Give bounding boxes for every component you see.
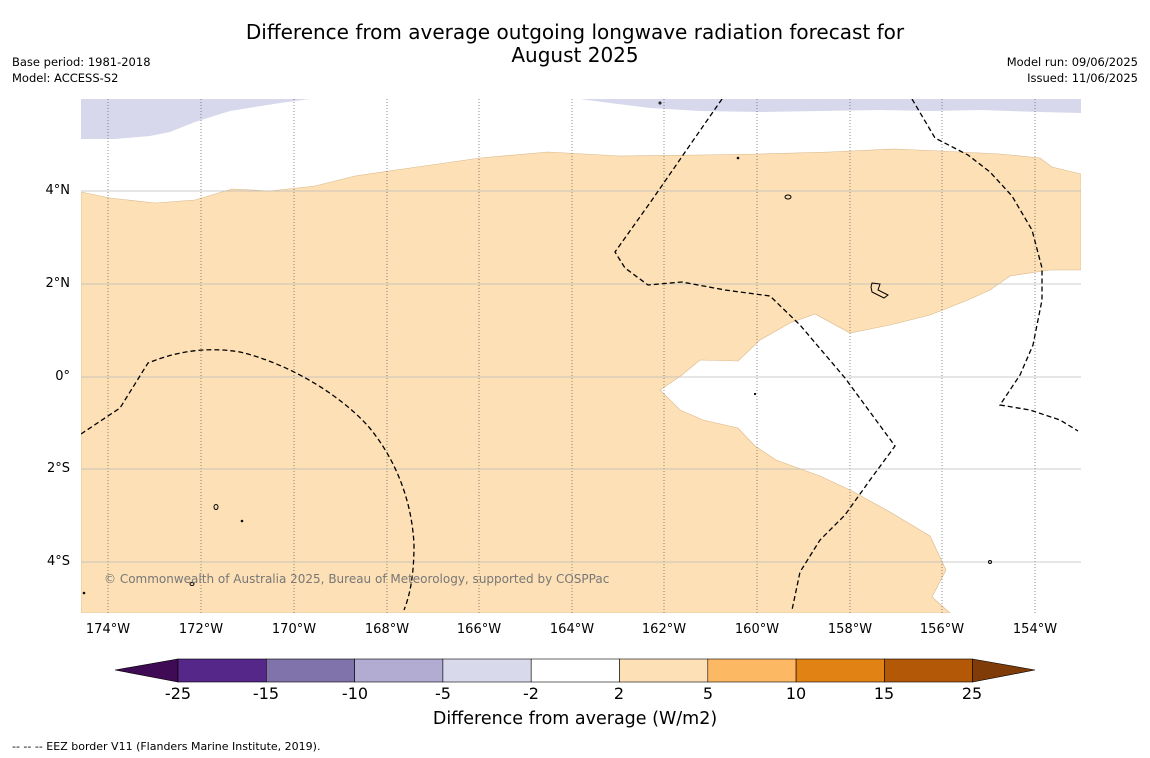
- lon-label: 170°W: [271, 622, 317, 637]
- map-title-line2: August 2025: [511, 43, 639, 67]
- lon-label: 158°W: [827, 622, 873, 637]
- colorbar-tick: -25: [164, 684, 192, 703]
- colorbar-tick: 25: [961, 684, 983, 703]
- island-kiritimati: [870, 282, 889, 299]
- lon-label: 160°W: [734, 622, 780, 637]
- eez-legend-note: -- -- -- EEZ border V11 (Flanders Marine…: [12, 740, 321, 753]
- lon-label: 154°W: [1012, 622, 1058, 637]
- colorbar-segment: [530, 658, 620, 683]
- parallel-gridlines: [81, 190, 1081, 563]
- colorbar-segment: [707, 658, 797, 683]
- colorbar-segment: [177, 658, 267, 683]
- lon-label: 174°W: [85, 622, 131, 637]
- island-small-5: [82, 591, 86, 595]
- islands: [82, 101, 992, 595]
- base-info: Base period: 1981-2018 Model: ACCESS-S2: [12, 54, 151, 86]
- colorbar-tick: 10: [785, 684, 807, 703]
- eez-border-east: [911, 99, 1079, 432]
- map-title-line1: Difference from average outgoing longwav…: [245, 20, 905, 44]
- negative-anomaly-region-west: [81, 99, 310, 139]
- colorbar-title: Difference from average (W/m2): [432, 709, 718, 729]
- issued-date: Issued: 11/06/2025: [1027, 71, 1138, 85]
- island-small-1: [658, 101, 662, 105]
- run-info: Model run: 09/06/2025 Issued: 11/06/2025: [1007, 54, 1138, 86]
- positive-anomaly-region: [81, 148, 1081, 613]
- lat-label: 2°S: [46, 461, 70, 476]
- island-small-4: [753, 392, 757, 396]
- colorbar-tick: 2: [613, 684, 625, 703]
- lat-label: 4°S: [46, 554, 70, 569]
- base-period: Base period: 1981-2018: [12, 55, 151, 69]
- island-malden: [189, 582, 195, 586]
- lon-label: 162°W: [641, 622, 687, 637]
- colorbar-segment: [265, 658, 355, 683]
- lon-label: 156°W: [919, 622, 965, 637]
- model-run: Model run: 09/06/2025: [1006, 55, 1138, 69]
- lon-label: 168°W: [364, 622, 410, 637]
- eez-borders: [81, 99, 1079, 611]
- colorbar-tick: -10: [341, 684, 369, 703]
- lat-label: 0°: [55, 369, 70, 384]
- negative-anomaly-region-east: [580, 99, 1081, 113]
- colorbar-extend-min: [114, 658, 179, 683]
- island-jarvis: [213, 504, 219, 510]
- eez-border-west: [81, 349, 415, 611]
- island-starbuck: [988, 560, 992, 564]
- eez-border-central: [614, 99, 896, 611]
- colorbar-segment: [884, 658, 973, 683]
- lon-label: 172°W: [178, 622, 224, 637]
- colorbar-segment: [442, 658, 532, 683]
- colorbar-tick: -2: [523, 684, 539, 703]
- colorbar-segment: [795, 658, 885, 683]
- island-small-3: [736, 156, 740, 160]
- model-name: Model: ACCESS-S2: [12, 71, 119, 85]
- colorbar-tick: -15: [252, 684, 280, 703]
- colorbar-tick: 15: [873, 684, 895, 703]
- island-fanning: [784, 194, 792, 200]
- colorbar-segment: [354, 658, 444, 683]
- lon-label: 164°W: [549, 622, 595, 637]
- colorbar: [114, 658, 1036, 683]
- island-small-2: [240, 519, 244, 523]
- colorbar-tick: -5: [435, 684, 451, 703]
- lat-label: 2°N: [45, 276, 71, 291]
- lon-label: 166°W: [456, 622, 502, 637]
- colorbar-segment: [619, 658, 709, 683]
- colorbar-extend-max: [972, 658, 1036, 683]
- copyright-notice: © Commonwealth of Australia 2025, Bureau…: [104, 572, 610, 586]
- colorbar-tick: 5: [702, 684, 714, 703]
- lat-label: 4°N: [45, 183, 71, 198]
